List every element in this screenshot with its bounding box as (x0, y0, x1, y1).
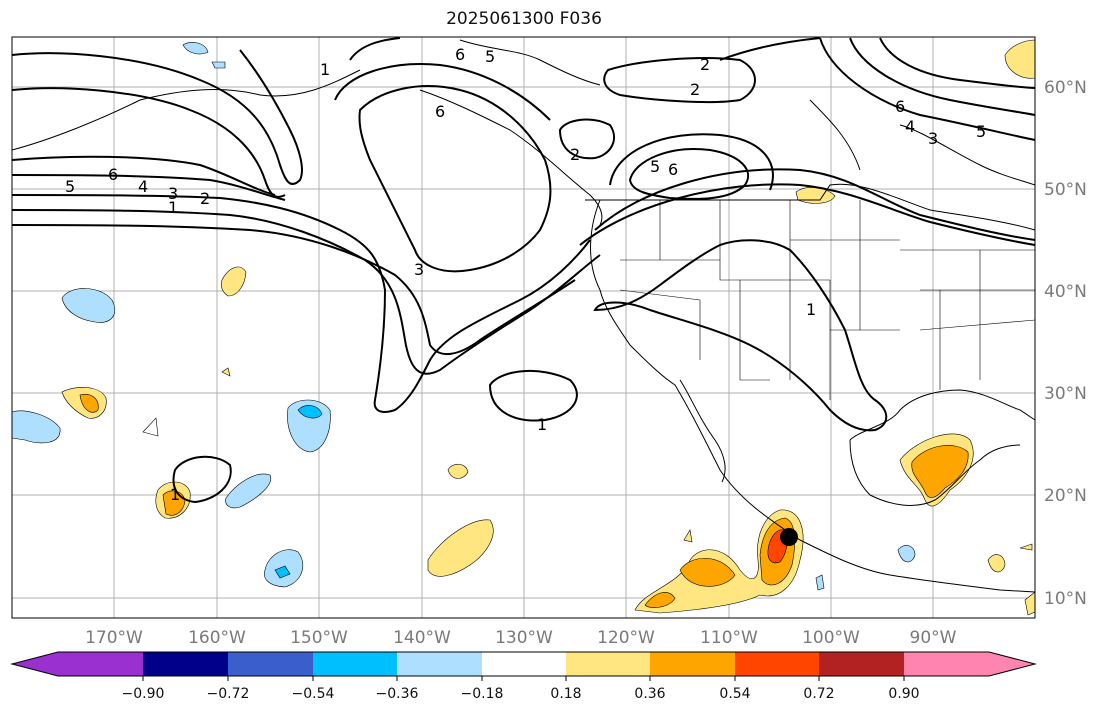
coastlines (11, 39, 1036, 593)
lat-label: 40°N (1044, 282, 1087, 302)
lon-label: 120°W (597, 628, 655, 648)
contour-label: 1 (537, 415, 547, 434)
colorbar-tick-label: −0.90 (122, 686, 165, 702)
contours (11, 37, 1036, 504)
contour-label: 1 (806, 300, 816, 319)
contour-label: 4 (138, 177, 148, 196)
colorbar-bin (143, 652, 229, 676)
colorbar-tick-label: −0.54 (292, 686, 335, 702)
map-title: 2025061300 F036 (446, 9, 602, 29)
storm-position-marker (780, 528, 798, 546)
contour-label: 2 (690, 80, 700, 99)
contour-label: 3 (168, 184, 178, 203)
graticule (12, 37, 1035, 618)
lat-label: 30°N (1044, 384, 1087, 404)
colorbar-tick-label: 0.90 (888, 686, 919, 702)
lon-label: 170°W (85, 628, 143, 648)
colorbar: −0.90 −0.72 −0.54 −0.36 −0.18 0.18 0.36 … (10, 651, 1037, 702)
colorbar-tick-label: 0.72 (803, 686, 834, 702)
lon-label: 100°W (802, 628, 860, 648)
colorbar-bin (397, 652, 483, 676)
map-frame (11, 36, 1036, 619)
shaded-fields (11, 39, 1036, 616)
contour-label: 6 (668, 160, 678, 179)
colorbar-bin (313, 652, 399, 676)
colorbar-tick-label: 0.36 (634, 686, 665, 702)
contour-label: 1 (170, 485, 180, 504)
contour-label: 5 (485, 47, 495, 66)
colorbar-extend-high (989, 652, 1035, 676)
longitude-labels: 170°W 160°W 150°W 140°W 130°W 120°W 110°… (85, 628, 957, 648)
colorbar-bin (904, 652, 990, 676)
contour-label: 5 (65, 177, 75, 196)
contour-label: 1 (320, 60, 330, 79)
lon-label: 140°W (393, 628, 451, 648)
contour-label: 5 (650, 157, 660, 176)
lon-label: 160°W (188, 628, 246, 648)
colorbar-tick-label: 0.18 (550, 686, 581, 702)
latitude-labels: 60°N 50°N 40°N 30°N 20°N 10°N (1044, 78, 1087, 609)
contour-label: 3 (414, 260, 424, 279)
colorbar-outline (10, 651, 1037, 677)
colorbar-tick-label: −0.36 (376, 686, 419, 702)
lat-label: 20°N (1044, 486, 1087, 506)
contour-label: 6 (895, 97, 905, 116)
contour-label: 6 (435, 102, 445, 121)
contour-label: 2 (200, 189, 210, 208)
lat-label: 60°N (1044, 78, 1087, 98)
contour-label: 2 (700, 55, 710, 74)
contour-label: 6 (108, 165, 118, 184)
contour-label: 5 (976, 122, 986, 141)
contour-label: 4 (905, 117, 915, 136)
lon-label: 130°W (495, 628, 553, 648)
colorbar-bin (819, 652, 905, 676)
contour-label: 2 (570, 145, 580, 164)
lon-label: 110°W (700, 628, 758, 648)
colorbar-tick-label: 0.54 (719, 686, 750, 702)
colorbar-bin (735, 652, 821, 676)
contour-label: 1 (168, 198, 178, 217)
contour-labels: 6 5 6 2 2 2 5 6 6 4 3 5 5 6 4 3 2 1 1 3 … (65, 45, 986, 504)
lat-label: 10°N (1044, 589, 1087, 609)
colorbar-bin (228, 652, 314, 676)
colorbar-tick-label: −0.18 (461, 686, 504, 702)
colorbar-bin (650, 652, 736, 676)
colorbar-bin (58, 652, 144, 676)
contour-label: 3 (928, 129, 938, 148)
colorbar-tick-label: −0.72 (207, 686, 250, 702)
colorbar-bin (482, 652, 568, 676)
colorbar-extend-low (12, 652, 58, 676)
lat-label: 50°N (1044, 180, 1087, 200)
colorbar-bin (566, 652, 652, 676)
contour-label: 6 (455, 45, 465, 64)
lon-label: 90°W (910, 628, 957, 648)
lon-label: 150°W (290, 628, 348, 648)
